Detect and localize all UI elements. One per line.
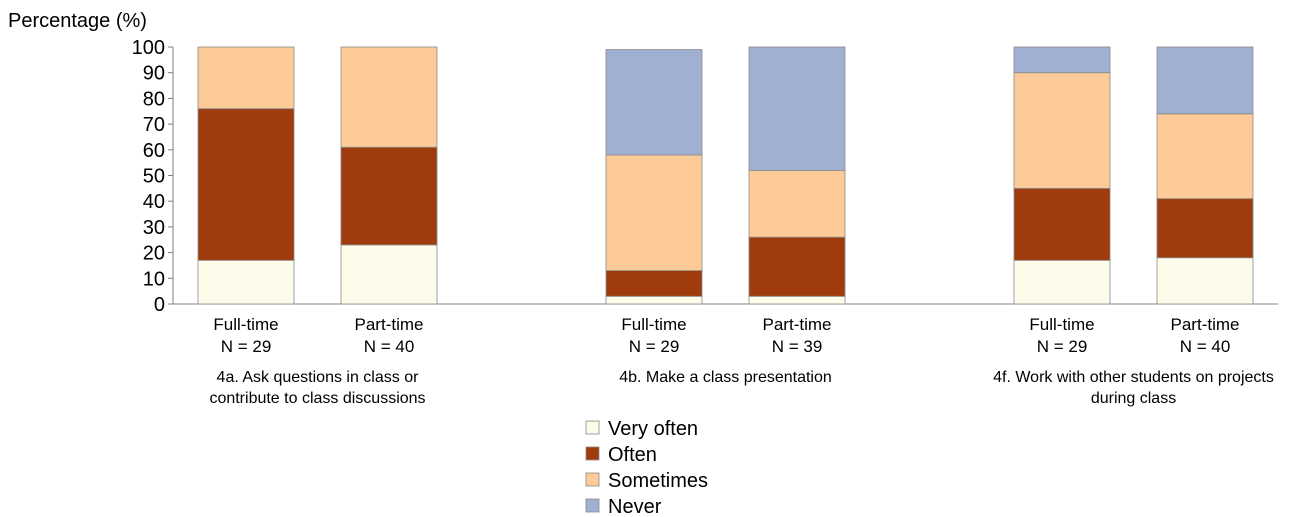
- legend-swatch-never: [585, 498, 600, 513]
- bar-segment-sometimes: [340, 46, 438, 148]
- y-tick-label: 90: [143, 63, 165, 85]
- bar-n-label: N = 29: [629, 337, 680, 356]
- bar-category-label: Part-time: [763, 315, 832, 334]
- y-tick-label: 80: [143, 88, 165, 110]
- y-tick-label: 20: [143, 243, 165, 265]
- bar-segment-sometimes: [1013, 72, 1111, 189]
- y-tick-label: 40: [143, 191, 165, 213]
- bar-segment-often: [605, 270, 703, 297]
- bar-segment-sometimes: [1156, 113, 1254, 200]
- group-label: contribute to class discussions: [209, 390, 425, 407]
- legend-swatch-very-often: [585, 420, 600, 435]
- bar-segment-often: [197, 108, 295, 261]
- bar-segment-very-often: [1013, 259, 1111, 305]
- bar-segment-sometimes: [605, 154, 703, 271]
- bar-n-label: N = 29: [1037, 337, 1088, 356]
- bar-segment-very-often: [197, 259, 295, 305]
- x-axis-labels: Full-time N = 29 Part-time N = 40 4a. Ask qu…: [209, 315, 1273, 407]
- bar-n-label: N = 40: [364, 337, 415, 356]
- legend-label: Often: [608, 444, 657, 466]
- legend-label: Never: [608, 496, 662, 517]
- bar-segment-never: [748, 46, 846, 171]
- y-tick-label: 100: [132, 37, 165, 59]
- legend: Very often Often Sometimes Never: [585, 418, 708, 517]
- y-tick-label: 70: [143, 114, 165, 136]
- y-tick-label: 0: [154, 294, 165, 316]
- bar-segment-often: [748, 236, 846, 297]
- legend-swatch-often: [585, 446, 600, 461]
- bar-segment-often: [1156, 198, 1254, 259]
- bar-segment-very-often: [1156, 257, 1254, 305]
- bar-category-label: Full-time: [621, 315, 686, 334]
- bar-segment-never: [1013, 46, 1111, 74]
- group-label: 4b. Make a class presentation: [619, 369, 832, 386]
- bar-category-label: Part-time: [1171, 315, 1240, 334]
- y-axis: 0 10 20 30 40 50 60 70 80 90 100: [132, 37, 1278, 316]
- legend-label: Very often: [608, 418, 698, 440]
- bar-category-label: Part-time: [355, 315, 424, 334]
- bar-segment-never: [605, 49, 703, 156]
- legend-swatch-sometimes: [585, 472, 600, 487]
- group-label: 4a. Ask questions in class or: [217, 369, 420, 386]
- y-tick-label: 50: [143, 166, 165, 188]
- legend-label: Sometimes: [608, 470, 708, 492]
- y-tick-label: 30: [143, 217, 165, 239]
- bar-segment-very-often: [605, 295, 703, 305]
- bar-segment-sometimes: [197, 46, 295, 110]
- bar-segment-often: [1013, 187, 1111, 261]
- y-tick-label: 10: [143, 268, 165, 290]
- bar-segment-very-often: [340, 244, 438, 305]
- group-label: during class: [1091, 390, 1176, 407]
- bar-n-label: N = 29: [221, 337, 272, 356]
- bar-segment-never: [1156, 46, 1254, 115]
- bar-n-label: N = 40: [1180, 337, 1231, 356]
- bar-segment-often: [340, 146, 438, 246]
- bar-n-label: N = 39: [772, 337, 823, 356]
- group-label: 4f. Work with other students on projects: [993, 369, 1274, 386]
- bar-category-label: Full-time: [213, 315, 278, 334]
- bar-category-label: Full-time: [1029, 315, 1094, 334]
- y-tick-label: 60: [143, 140, 165, 162]
- bar-stacks: [197, 46, 1254, 305]
- y-axis-title: Percentage (%): [8, 10, 147, 32]
- bar-segment-sometimes: [748, 169, 846, 238]
- bar-segment-very-often: [748, 295, 846, 305]
